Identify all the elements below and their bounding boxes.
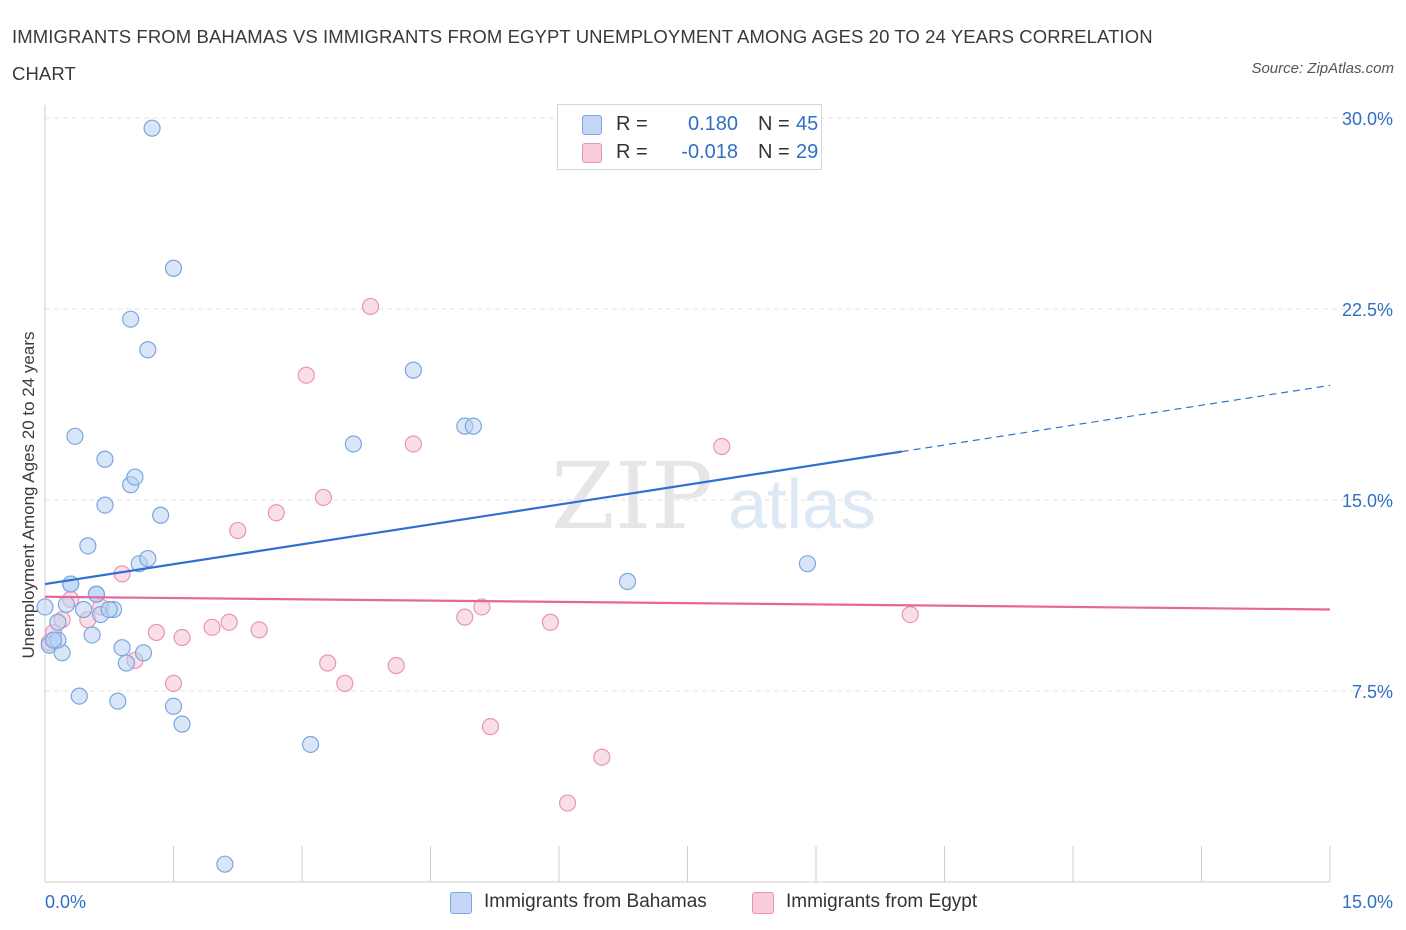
- trend-lines: [44, 384, 1331, 611]
- bahamas-point: [100, 600, 118, 619]
- bahamas-point: [164, 697, 183, 715]
- bahamas-point: [404, 361, 422, 379]
- egypt-point: [541, 613, 560, 631]
- egypt-point: [147, 623, 165, 642]
- bahamas-point: [216, 855, 234, 873]
- legend-r-label: R =: [616, 141, 648, 163]
- egypt-point: [473, 598, 491, 616]
- legend-n-value: 29: [796, 141, 819, 163]
- bahamas-point: [134, 644, 153, 662]
- y-tick-label: 7.5%: [1352, 682, 1393, 702]
- egypt-point: [481, 718, 500, 736]
- series-bahamas-points: [36, 119, 817, 873]
- egypt-point: [713, 437, 731, 456]
- egypt-point: [164, 674, 183, 692]
- egypt-point: [336, 674, 354, 692]
- watermark-zip: ZIP: [551, 443, 713, 550]
- watermark: ZIP atlas: [551, 443, 876, 550]
- bahamas-point: [87, 585, 106, 603]
- bahamas-trend-extension: [901, 384, 1331, 453]
- bahamas-point: [126, 468, 144, 486]
- bahamas-point: [44, 631, 63, 649]
- bahamas-point: [70, 687, 88, 705]
- y-tick-label: 30.0%: [1342, 109, 1393, 129]
- egypt-point: [387, 656, 405, 675]
- bottom-legend-label-egypt: Immigrants from Egypt: [786, 891, 978, 912]
- egypt-trend-line: [44, 595, 1331, 611]
- bahamas-point: [113, 639, 131, 657]
- bahamas-point: [344, 435, 362, 453]
- egypt-point: [203, 618, 221, 636]
- legend-n-value: 45: [796, 113, 819, 135]
- bahamas-point: [57, 595, 76, 614]
- egypt-point: [250, 621, 268, 639]
- egypt-point: [229, 521, 247, 540]
- egypt-point: [267, 504, 285, 522]
- egypt-point: [297, 366, 315, 384]
- legend-n-label: N =: [758, 113, 790, 135]
- egypt-point: [173, 628, 191, 647]
- bahamas-point: [139, 341, 157, 359]
- watermark-atlas: atlas: [728, 465, 876, 543]
- bahamas-point: [79, 537, 97, 555]
- bottom-legend-swatch-egypt: [752, 892, 774, 914]
- bahamas-point: [464, 417, 482, 435]
- bahamas-point: [117, 654, 135, 672]
- legend-swatch-bahamas: [582, 115, 602, 135]
- legend-r-value: -0.018: [681, 141, 738, 163]
- x-tick-label: 15.0%: [1342, 892, 1393, 912]
- bahamas-point: [96, 450, 114, 468]
- bahamas-point: [139, 549, 157, 568]
- series-egypt-points: [40, 297, 919, 812]
- bahamas-point: [798, 555, 817, 573]
- egypt-point: [404, 435, 422, 453]
- tick-labels: 7.5% 15.0% 22.5% 30.0% 0.0% 15.0%: [45, 109, 1393, 912]
- source-label: Source: ZipAtlas.com: [1251, 60, 1394, 77]
- bahamas-point: [618, 572, 637, 591]
- bahamas-point: [173, 715, 191, 733]
- egypt-point: [220, 613, 238, 631]
- bottom-legend-label-bahamas: Immigrants from Bahamas: [484, 891, 707, 912]
- y-tick-label: 15.0%: [1342, 491, 1393, 511]
- egypt-point: [593, 748, 611, 766]
- chart-title: IMMIGRANTS FROM BAHAMAS VS IMMIGRANTS FR…: [12, 26, 1153, 84]
- bahamas-point: [109, 692, 127, 710]
- axes: [44, 105, 1331, 883]
- legend-swatch-egypt: [582, 143, 602, 163]
- bahamas-point: [301, 735, 320, 754]
- x-tick-label: 0.0%: [45, 892, 86, 912]
- legend-r-value: 0.180: [687, 113, 738, 135]
- y-tick-label: 22.5%: [1342, 300, 1393, 320]
- bahamas-trend-line: [44, 450, 902, 586]
- bahamas-point: [152, 506, 170, 524]
- bahamas-point: [122, 310, 140, 328]
- egypt-point: [456, 608, 474, 626]
- legend-n-label: N =: [758, 141, 790, 163]
- bahamas-point: [83, 626, 101, 644]
- bahamas-point: [36, 598, 54, 616]
- bahamas-point: [143, 119, 161, 137]
- egypt-point: [901, 605, 919, 624]
- egypt-point: [319, 654, 337, 672]
- bahamas-point: [164, 259, 183, 277]
- egypt-point: [558, 794, 577, 812]
- bahamas-point: [74, 600, 93, 619]
- bahamas-point: [66, 427, 84, 445]
- legend-box: R = 0.180 N = 45 R = -0.018 N = 29: [557, 104, 822, 170]
- egypt-point: [361, 297, 380, 316]
- bahamas-point: [49, 613, 67, 631]
- grid-lines: [45, 117, 1390, 692]
- egypt-point: [314, 488, 333, 507]
- y-axis-label: Unemployment Among Ages 20 to 24 years: [19, 332, 38, 659]
- bottom-legend-swatch-bahamas: [450, 892, 472, 914]
- bahamas-point: [96, 496, 114, 514]
- legend-r-label: R =: [616, 113, 648, 135]
